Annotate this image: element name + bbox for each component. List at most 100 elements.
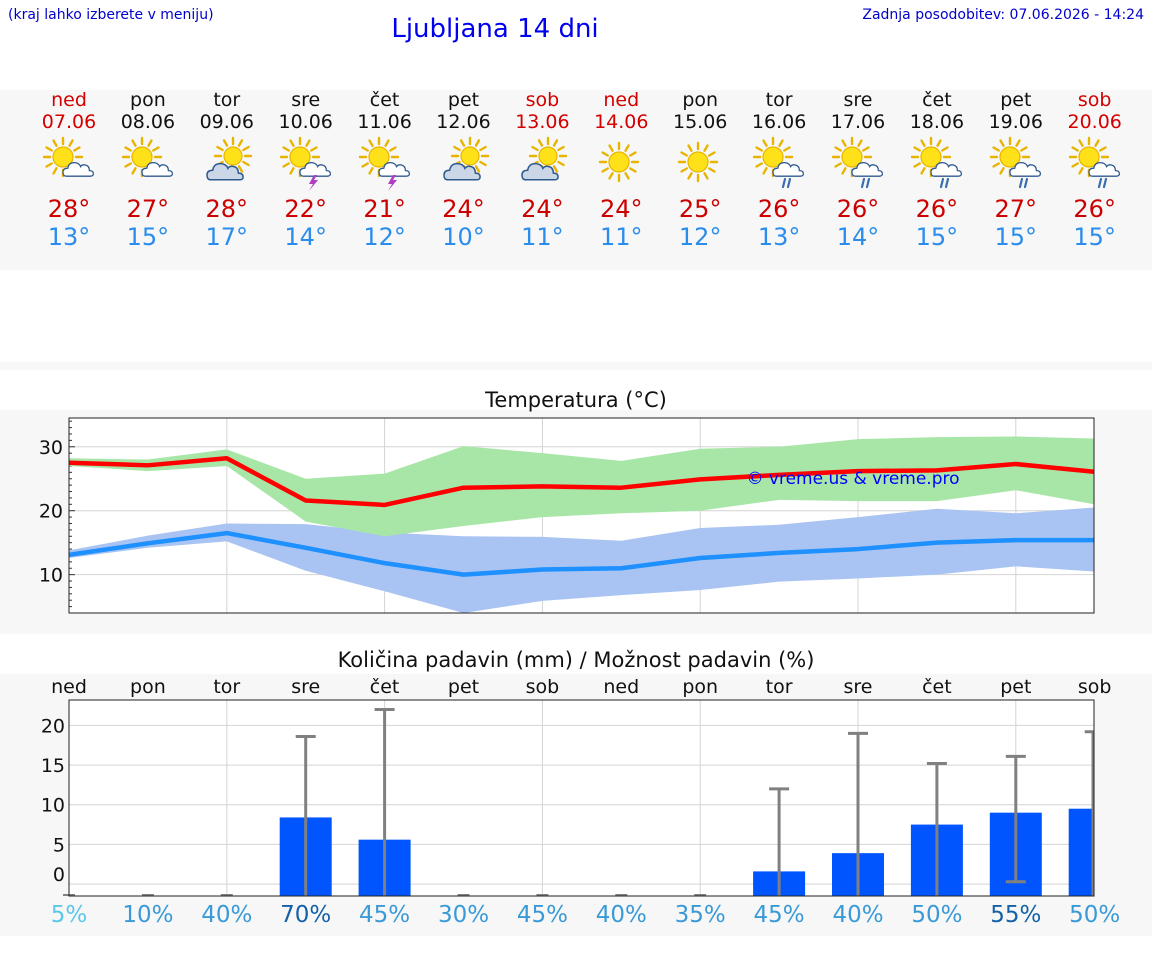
min-temperature: 15° bbox=[994, 223, 1038, 251]
min-temperature: 14° bbox=[836, 223, 880, 251]
day-date: 18.06 bbox=[909, 111, 965, 133]
precipitation-probability: 35% bbox=[674, 902, 726, 928]
day-column: čet 11.06 21° 12° bbox=[345, 89, 425, 251]
day-date: 15.06 bbox=[672, 111, 728, 133]
sun-cloud-rain-icon bbox=[751, 135, 807, 191]
day-date: 14.06 bbox=[594, 111, 649, 133]
precipitation-probability: 40% bbox=[595, 902, 647, 928]
precipitation-probability: 50% bbox=[1069, 902, 1121, 928]
day-date: 16.06 bbox=[751, 111, 807, 133]
cloud-sun-icon bbox=[199, 135, 255, 191]
sun-cloud-icon bbox=[41, 135, 97, 191]
sun-icon bbox=[672, 135, 728, 191]
min-temperature: 12° bbox=[678, 223, 722, 251]
max-temperature: 25° bbox=[678, 195, 722, 223]
day-column: ned 07.06 28° 13° bbox=[29, 89, 109, 251]
x-category-label: pon bbox=[682, 676, 718, 698]
y-tick-label: 10 bbox=[41, 795, 65, 817]
day-column: tor 09.06 28° 17° bbox=[187, 89, 267, 251]
day-date: 09.06 bbox=[199, 111, 254, 133]
day-name: pon bbox=[130, 89, 166, 111]
day-column: pet 12.06 24° 10° bbox=[424, 89, 504, 251]
sun-icon bbox=[593, 135, 649, 191]
plot-frame bbox=[68, 699, 1095, 897]
precipitation-probability: 45% bbox=[359, 902, 411, 928]
day-column: sob 13.06 24° 11° bbox=[502, 89, 582, 251]
plot-frame bbox=[68, 417, 1095, 614]
precipitation-probability: 45% bbox=[753, 902, 805, 928]
precipitation-bar bbox=[1068, 808, 1093, 896]
x-category-label: tor bbox=[213, 676, 240, 698]
x-category-label: pet bbox=[448, 676, 479, 698]
min-temperature: 13° bbox=[47, 223, 91, 251]
min-temperature: 17° bbox=[205, 223, 249, 251]
day-date: 19.06 bbox=[988, 111, 1043, 133]
x-category-label: čet bbox=[922, 676, 952, 698]
max-temperature: 27° bbox=[994, 195, 1038, 223]
y-tick-label: 20 bbox=[41, 715, 65, 737]
precipitation-probability: 10% bbox=[122, 902, 174, 928]
max-temperature: 26° bbox=[1073, 195, 1116, 223]
divider bbox=[0, 362, 1152, 370]
day-name: sob bbox=[525, 89, 560, 111]
precipitation-probability: 40% bbox=[201, 902, 253, 928]
max-temperature: 24° bbox=[442, 195, 485, 223]
x-category-label: čet bbox=[370, 676, 400, 698]
day-column: ned 14.06 24° 11° bbox=[581, 89, 661, 251]
day-date: 17.06 bbox=[830, 111, 886, 133]
location-hint: (kraj lahko izberete v meniju) bbox=[8, 7, 214, 23]
temperature-chart-title: Temperatura (°C) bbox=[485, 388, 667, 412]
x-category-label: sre bbox=[844, 676, 873, 698]
day-column: sre 17.06 26° 14° bbox=[818, 89, 898, 251]
cloud-sun-icon bbox=[436, 135, 492, 191]
day-name: tor bbox=[765, 89, 793, 111]
max-temperature: 26° bbox=[836, 195, 880, 223]
day-name: pet bbox=[447, 89, 480, 111]
day-date: 12.06 bbox=[436, 111, 491, 133]
precipitation-probability: 40% bbox=[832, 902, 884, 928]
min-temperature: 11° bbox=[521, 223, 564, 251]
page-title: Ljubljana 14 dni bbox=[391, 14, 599, 44]
min-temperature: 11° bbox=[600, 223, 643, 251]
precipitation-chart: ned pon tor sre čet pet sob ned pon tor sre čet pet s… bbox=[41, 676, 1111, 897]
day-name: ned bbox=[603, 89, 640, 111]
day-name: tor bbox=[213, 89, 241, 111]
y-tick-label: 15 bbox=[41, 755, 65, 777]
max-temperature: 22° bbox=[284, 195, 327, 223]
day-column: sob 20.06 26° 15° bbox=[1055, 89, 1135, 251]
max-temperature: 26° bbox=[915, 195, 959, 223]
sun-cloud-thunder-icon bbox=[357, 135, 413, 191]
day-column: pon 15.06 25° 12° bbox=[660, 89, 740, 251]
y-tick-label: 0 bbox=[53, 864, 65, 886]
sun-cloud-rain-icon bbox=[1067, 135, 1123, 191]
day-date: 08.06 bbox=[120, 111, 176, 133]
day-column: pon 08.06 27° 15° bbox=[108, 89, 188, 251]
min-temperature: 12° bbox=[363, 223, 406, 251]
x-category-label: ned bbox=[51, 676, 87, 698]
sun-cloud-rain-icon bbox=[988, 135, 1044, 191]
max-temperature: 27° bbox=[126, 195, 170, 223]
last-updated: Zadnja posodobitev: 07.06.2026 - 14:24 bbox=[862, 7, 1144, 23]
precipitation-probability: 50% bbox=[911, 902, 963, 928]
day-name: ned bbox=[51, 89, 87, 111]
day-name: sre bbox=[843, 89, 873, 111]
min-temperature: 14° bbox=[284, 223, 327, 251]
max-temperature: 28° bbox=[47, 195, 91, 223]
x-category-label: sre bbox=[291, 676, 320, 698]
day-date: 11.06 bbox=[357, 111, 412, 133]
day-column: čet 18.06 26° 15° bbox=[897, 89, 977, 251]
day-column: pet 19.06 27° 15° bbox=[976, 89, 1056, 251]
max-temperature: 28° bbox=[205, 195, 249, 223]
daily-forecast-panel bbox=[0, 90, 1152, 270]
day-date: 20.06 bbox=[1067, 111, 1122, 133]
max-temperature: 26° bbox=[757, 195, 801, 223]
precipitation-probability: 70% bbox=[280, 902, 332, 928]
sun-cloud-rain-icon bbox=[909, 135, 965, 191]
day-name: sre bbox=[291, 89, 321, 111]
day-date: 07.06 bbox=[41, 111, 97, 133]
min-temperature: 15° bbox=[1073, 223, 1116, 251]
x-category-label: sob bbox=[526, 676, 560, 698]
precipitation-probability: 55% bbox=[990, 902, 1042, 928]
day-date: 13.06 bbox=[515, 111, 570, 133]
y-tick-label: 30 bbox=[39, 437, 63, 459]
